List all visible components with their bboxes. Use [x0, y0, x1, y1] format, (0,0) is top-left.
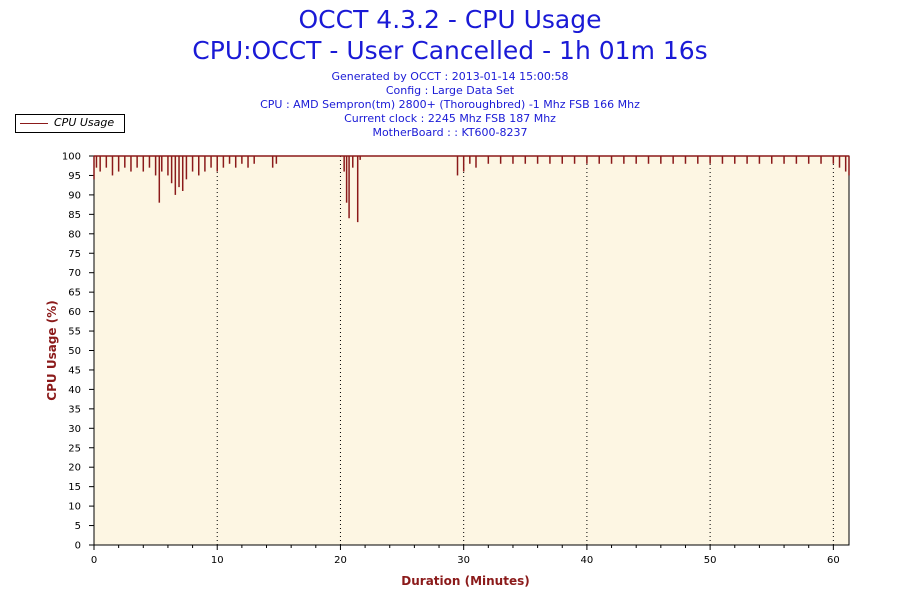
y-tick-label: 60 — [68, 307, 81, 318]
y-tick-label: 0 — [75, 541, 81, 552]
plot-area — [93, 155, 850, 546]
y-tick-label: 90 — [68, 190, 81, 201]
y-tick-label: 40 — [68, 385, 81, 396]
x-tick-label: 40 — [581, 555, 594, 566]
y-tick-label: 75 — [68, 249, 81, 260]
x-tick-label: 60 — [827, 555, 840, 566]
x-axis-label: Duration (Minutes) — [401, 574, 529, 588]
legend-label: CPU Usage — [54, 116, 115, 129]
x-tick-label: 30 — [457, 555, 470, 566]
info-config: Config : Large Data Set — [385, 84, 515, 97]
y-tick-label: 55 — [68, 327, 81, 338]
y-tick-label: 30 — [68, 424, 81, 435]
y-tick-label: 95 — [68, 171, 81, 182]
info-motherboard: MotherBoard : : KT600-8237 — [372, 126, 528, 139]
x-tick-label: 10 — [211, 555, 224, 566]
y-tick-label: 20 — [68, 463, 81, 474]
y-tick-label: 5 — [75, 521, 81, 532]
y-tick-label: 25 — [68, 443, 81, 454]
info-cpu: CPU : AMD Sempron(tm) 2800+ (Thoroughbre… — [260, 98, 640, 111]
y-tick-label: 15 — [68, 482, 81, 493]
info-clock: Current clock : 2245 Mhz FSB 187 Mhz — [344, 112, 556, 125]
info-generated: Generated by OCCT : 2013-01-14 15:00:58 — [331, 70, 569, 83]
x-tick-label: 20 — [334, 555, 347, 566]
legend: CPU Usage — [15, 114, 125, 133]
x-tick-label: 50 — [704, 555, 717, 566]
y-tick-label: 80 — [68, 229, 81, 240]
chart-subtitle: CPU:OCCT - User Cancelled - 1h 01m 16s — [192, 36, 708, 65]
y-tick-label: 100 — [62, 152, 81, 163]
y-tick-label: 50 — [68, 346, 81, 357]
y-tick-label: 45 — [68, 365, 81, 376]
y-tick-label: 70 — [68, 268, 81, 279]
y-tick-label: 10 — [68, 502, 81, 513]
legend-swatch — [20, 123, 48, 124]
y-tick-label: 85 — [68, 210, 81, 221]
y-tick-label: 35 — [68, 404, 81, 415]
y-tick-label: 65 — [68, 288, 81, 299]
x-tick-label: 0 — [91, 555, 97, 566]
chart-title: OCCT 4.3.2 - CPU Usage — [298, 5, 602, 34]
y-axis-label: CPU Usage (%) — [45, 300, 59, 400]
